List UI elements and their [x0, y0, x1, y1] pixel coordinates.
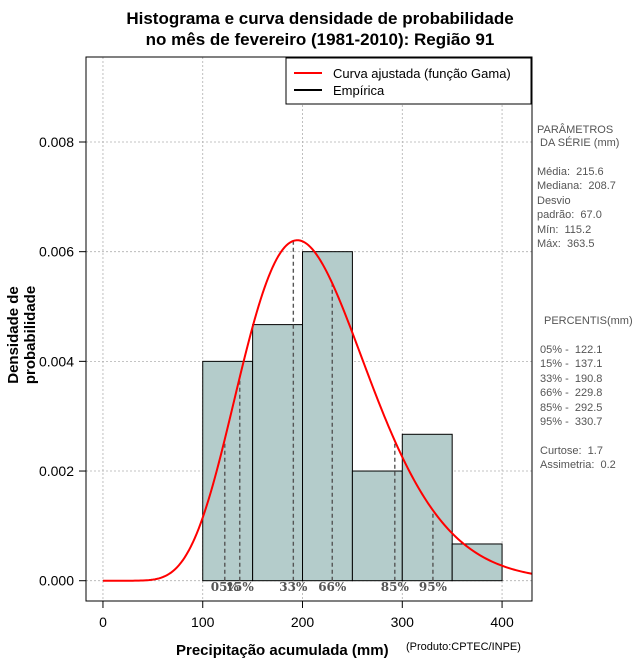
- percentile-label: 15%: [226, 580, 255, 594]
- percentil-row: 05% - 122.1: [540, 344, 603, 356]
- param-desvio-padrao: padrão: 67.0: [537, 209, 602, 221]
- x-tick-label: 100: [191, 614, 215, 630]
- histogram-bar: [202, 360, 254, 582]
- legend: Curva ajustada (função Gama) Empírica: [285, 57, 532, 105]
- parameters-subheading: DA SÉRIE (mm): [540, 137, 620, 149]
- chart-title-line1: Histograma e curva densidade de probabil…: [126, 9, 514, 28]
- percentil-row: 66% - 229.8: [540, 387, 603, 399]
- percentile-label: 85%: [381, 580, 410, 594]
- param-media: Média: 215.6: [537, 166, 604, 178]
- histogram-bar: [302, 251, 353, 582]
- legend-box: [285, 57, 532, 105]
- legend-empirical-label: Empírica: [333, 83, 385, 98]
- legend-curve-label: Curva ajustada (função Gama): [333, 66, 511, 81]
- percentis-heading: PERCENTIS(mm): [544, 315, 633, 327]
- y-tick-label: 0.004: [39, 353, 74, 369]
- param-mediana: Mediana: 208.7: [537, 180, 616, 192]
- percentile-label: 95%: [419, 580, 448, 594]
- percentile-label: 05%: [211, 580, 240, 594]
- product-credit: (Produto:CPTEC/INPE): [406, 641, 521, 653]
- y-axis-label: Densidade de probabilidade: [5, 285, 39, 385]
- percentil-row: 15% - 137.1: [540, 358, 603, 370]
- param-max: Máx: 363.5: [537, 238, 595, 250]
- y-tick-label: 0.002: [39, 463, 74, 479]
- param-desvio: Desvio: [537, 195, 571, 207]
- x-axis-label: Precipitação acumulada (mm): [176, 642, 389, 659]
- histogram-bar: [252, 324, 304, 582]
- percentil-row: 95% - 330.7: [540, 416, 603, 428]
- chart-title-line2: no mês de fevereiro (1981-2010): Região …: [145, 30, 495, 49]
- x-tick-label: 200: [291, 614, 315, 630]
- param-min: Mín: 115.2: [537, 224, 592, 236]
- curtose-value: Curtose: 1.7: [540, 445, 603, 457]
- parameters-heading: PARÂMETROS: [537, 124, 614, 136]
- percentile-label: 33%: [279, 580, 308, 594]
- plot-frame: [85, 56, 533, 602]
- y-tick-label: 0.000: [39, 573, 74, 589]
- y-tick-label: 0.006: [39, 244, 74, 260]
- assimetria-value: Assimetria: 0.2: [540, 459, 616, 471]
- y-tick-label: 0.008: [39, 134, 74, 150]
- fitted-gamma-curve: [102, 239, 533, 582]
- x-tick-label: 0: [99, 614, 107, 630]
- percentil-row: 33% - 190.8: [540, 373, 603, 385]
- percentil-row: 85% - 292.5: [540, 402, 603, 414]
- percentile-label: 66%: [318, 580, 347, 594]
- x-tick-label: 300: [391, 614, 415, 630]
- histogram-bar: [401, 433, 453, 582]
- x-tick-label: 400: [490, 614, 514, 630]
